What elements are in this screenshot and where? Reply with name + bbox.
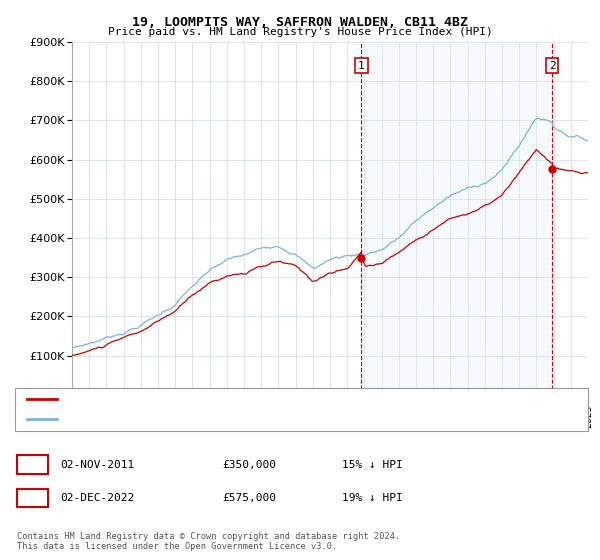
Text: Contains HM Land Registry data © Crown copyright and database right 2024.
This d: Contains HM Land Registry data © Crown c… [17, 532, 400, 552]
Text: £575,000: £575,000 [222, 493, 276, 503]
Text: HPI: Average price, detached house, Uttlesford: HPI: Average price, detached house, Uttl… [63, 414, 339, 424]
Bar [361, 42, 552, 395]
Text: 1: 1 [358, 60, 365, 71]
Text: 19, LOOMPITS WAY, SAFFRON WALDEN, CB11 4BZ: 19, LOOMPITS WAY, SAFFRON WALDEN, CB11 4… [132, 16, 468, 29]
Text: 02-NOV-2011: 02-NOV-2011 [60, 460, 134, 470]
Text: 15% ↓ HPI: 15% ↓ HPI [342, 460, 403, 470]
Text: Price paid vs. HM Land Registry's House Price Index (HPI): Price paid vs. HM Land Registry's House … [107, 27, 493, 38]
Text: 02-DEC-2022: 02-DEC-2022 [60, 493, 134, 503]
Text: £350,000: £350,000 [222, 460, 276, 470]
Text: 19% ↓ HPI: 19% ↓ HPI [342, 493, 403, 503]
Text: 2: 2 [549, 60, 556, 71]
Text: 19, LOOMPITS WAY, SAFFRON WALDEN, CB11 4BZ (detached house): 19, LOOMPITS WAY, SAFFRON WALDEN, CB11 4… [63, 394, 417, 404]
Text: 2: 2 [29, 493, 36, 503]
Text: 1: 1 [29, 460, 36, 470]
